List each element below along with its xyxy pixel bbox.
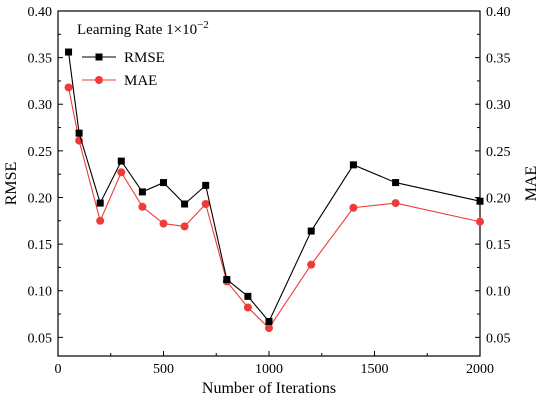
data-point-mae (243, 303, 252, 312)
data-point-mae (64, 83, 73, 92)
x-tick-label: 500 (153, 362, 174, 377)
plot-frame (57, 10, 481, 357)
y-tick-label-right: 0.20 (486, 191, 511, 206)
y-axis-title-right: MAE (523, 166, 540, 202)
y-tick-label-right: 0.10 (486, 285, 511, 300)
data-point-rmse (202, 181, 210, 189)
y-tick-label-left: 0.10 (28, 285, 53, 300)
y-tick-label-right: 0.25 (486, 145, 511, 160)
y-tick-label-left: 0.25 (28, 145, 53, 160)
y-tick-label-left: 0.40 (28, 5, 53, 20)
y-axis-title-left: RMSE (3, 162, 20, 206)
data-point-rmse (138, 188, 146, 196)
data-point-mae (265, 324, 273, 333)
y-tick-label-right: 0.05 (486, 331, 511, 346)
y-tick-label-left: 0.35 (28, 52, 53, 67)
legend: Learning Rate 1×10−2 RMSE MAE (77, 19, 209, 89)
data-point-mae (159, 219, 168, 228)
legend-marker-mae (95, 76, 103, 84)
data-point-rmse (476, 197, 484, 205)
data-point-mae (138, 202, 147, 211)
series-layer (64, 48, 484, 333)
y-tick-label-left: 0.30 (28, 98, 53, 113)
data-point-rmse (75, 129, 83, 137)
legend-title: Learning Rate 1×10−2 (77, 19, 209, 38)
x-tick-label: 1500 (361, 362, 389, 377)
data-point-mae (117, 168, 126, 177)
y-tick-label-right: 0.40 (486, 5, 511, 20)
series-rmse (65, 48, 484, 325)
axes: 0 500 1000 1500 2000 0.05 0.05 0.10 0.10 0.15 0.15… (28, 5, 511, 377)
data-point-rmse (244, 292, 252, 300)
data-point-mae (476, 217, 484, 226)
y-tick-label-right: 0.15 (486, 238, 511, 253)
data-point-mae (180, 222, 189, 231)
x-axis-title: Number of Iterations (202, 380, 336, 397)
y-tick-label-right: 0.30 (486, 98, 511, 113)
data-point-rmse (307, 227, 315, 235)
data-point-rmse (392, 179, 400, 187)
data-point-mae (201, 200, 210, 209)
series-mae (64, 83, 484, 333)
legend-label-mae: MAE (124, 73, 157, 89)
data-point-rmse (96, 199, 104, 207)
x-tick-label: 2000 (466, 362, 494, 377)
legend-marker-rmse (95, 53, 103, 61)
data-point-rmse (223, 276, 231, 284)
data-point-mae (307, 260, 316, 269)
data-point-rmse (117, 157, 125, 165)
data-point-rmse (265, 318, 273, 325)
data-point-rmse (65, 48, 73, 56)
data-point-rmse (160, 179, 167, 187)
series-line-mae (68, 87, 481, 329)
data-point-mae (391, 199, 400, 208)
data-point-mae (349, 203, 358, 212)
x-tick-label: 0 (55, 362, 62, 377)
y-tick-label-left: 0.20 (28, 191, 53, 206)
data-point-rmse (181, 200, 189, 208)
data-point-rmse (349, 161, 357, 169)
y-tick-label-left: 0.15 (28, 238, 53, 253)
y-tick-label-right: 0.35 (486, 52, 511, 67)
data-point-mae (96, 216, 105, 225)
y-tick-label-left: 0.05 (28, 331, 53, 346)
legend-label-rmse: RMSE (124, 50, 165, 66)
x-tick-label: 1000 (255, 362, 283, 377)
